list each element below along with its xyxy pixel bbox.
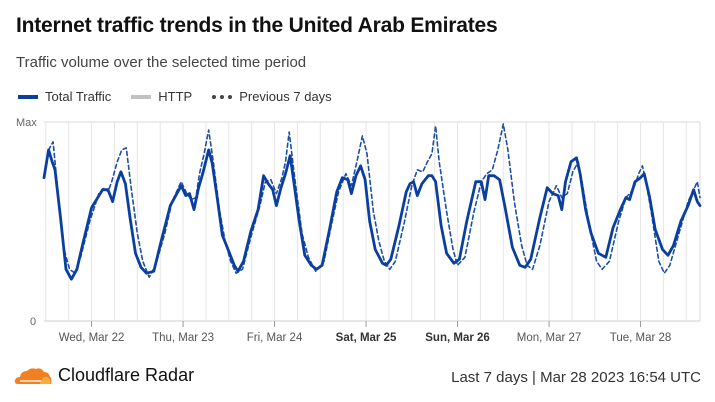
footer-separator: | bbox=[532, 369, 536, 386]
legend-label-previous-7-days: Previous 7 days bbox=[239, 89, 332, 104]
legend-item-previous-7-days[interactable]: Previous 7 days bbox=[212, 89, 332, 104]
timestamp: Mar 28 2023 16:54 UTC bbox=[540, 369, 701, 386]
legend-swatch-http bbox=[131, 94, 152, 99]
x-tick-label: Mon, Mar 27 bbox=[517, 332, 582, 344]
y-tick-label-max: Max bbox=[16, 117, 37, 129]
page-title: Internet traffic trends in the United Ar… bbox=[16, 14, 498, 37]
cloudflare-cloud-icon bbox=[14, 367, 52, 384]
chart-axes: Max 0 Wed, Mar 22 Thu, Mar 23 Fri, Mar 24 Sat… bbox=[16, 117, 671, 344]
series-line-total-traffic bbox=[42, 148, 702, 281]
brand-name: Cloudflare Radar bbox=[58, 365, 195, 385]
legend-item-total-traffic[interactable]: Total Traffic bbox=[18, 89, 111, 104]
y-tick-label-zero: 0 bbox=[30, 316, 36, 328]
x-tick-label: Fri, Mar 24 bbox=[247, 332, 303, 344]
chart-series bbox=[42, 123, 702, 281]
legend-item-http[interactable]: HTTP bbox=[131, 89, 192, 104]
x-tick-label: Sun, Mar 26 bbox=[425, 332, 490, 344]
time-range: Last 7 days bbox=[451, 369, 528, 386]
legend-swatch-total-traffic bbox=[18, 94, 38, 99]
x-tick-label: Sat, Mar 25 bbox=[336, 332, 397, 344]
x-tick-label: Wed, Mar 22 bbox=[59, 332, 125, 344]
x-tick-label: Thu, Mar 23 bbox=[152, 332, 214, 344]
chart-legend: Total Traffic HTTP Previous 7 days bbox=[18, 89, 352, 104]
legend-swatch-previous-7-days bbox=[212, 94, 233, 99]
legend-label-total-traffic: Total Traffic bbox=[45, 89, 112, 104]
x-tick-label: Tue, Mar 28 bbox=[610, 332, 672, 344]
footer-info: Last 7 days | Mar 28 2023 16:54 UTC bbox=[451, 369, 701, 386]
cloudflare-radar-logo[interactable]: Cloudflare Radar bbox=[14, 365, 194, 386]
traffic-line-chart[interactable]: Max 0 Wed, Mar 22 Thu, Mar 23 Fri, Mar 24 Sat… bbox=[0, 0, 715, 360]
legend-label-http: HTTP bbox=[158, 89, 193, 104]
page-subtitle: Traffic volume over the selected time pe… bbox=[16, 54, 307, 71]
chart-grid bbox=[44, 121, 701, 322]
